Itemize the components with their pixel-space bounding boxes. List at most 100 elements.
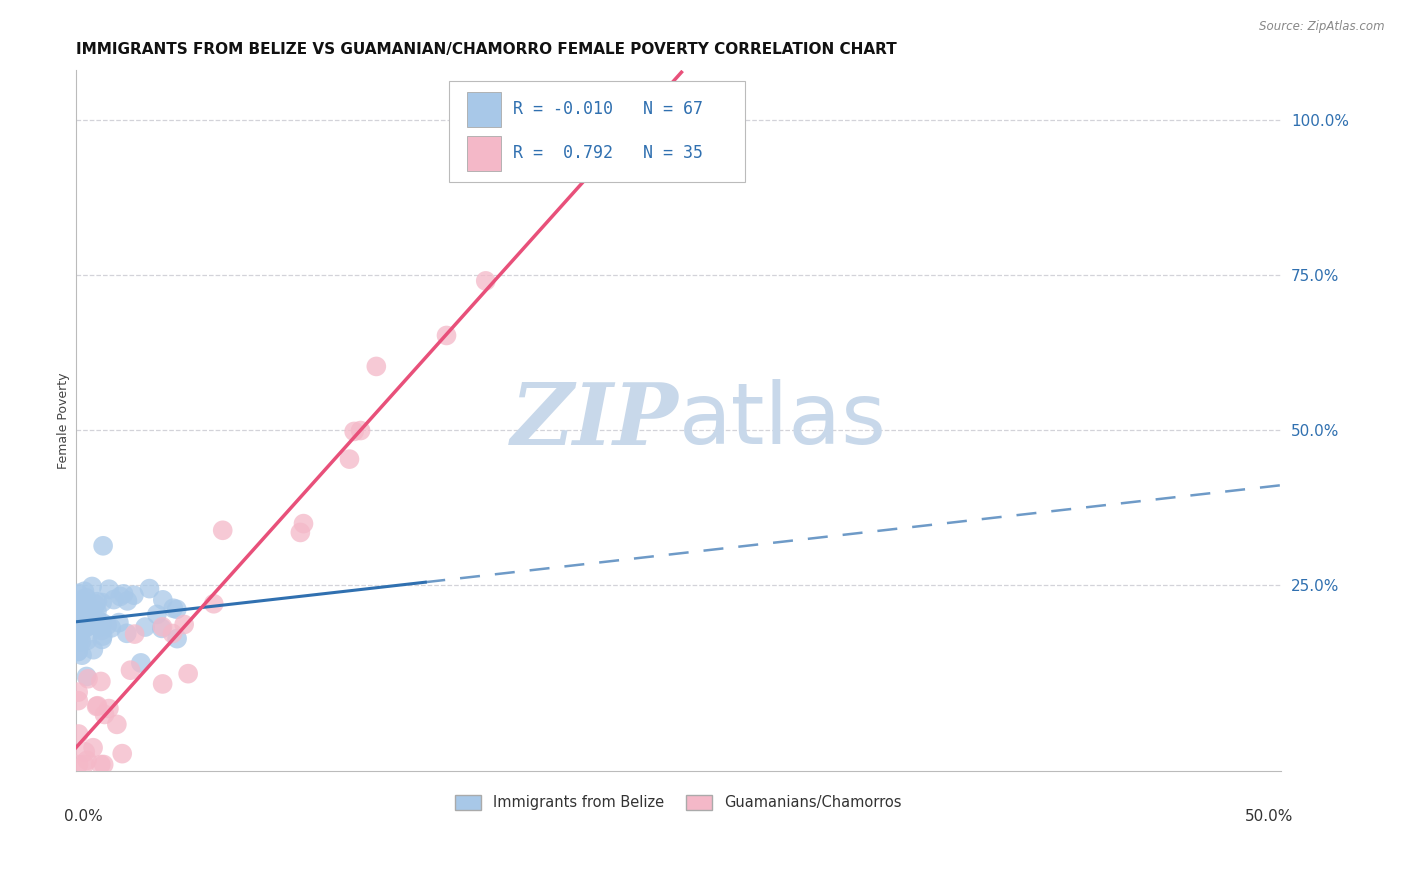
Point	[117, 594, 139, 608]
Point	[76, 633, 98, 648]
Point	[86, 595, 108, 609]
Point	[77, 672, 100, 686]
FancyBboxPatch shape	[450, 81, 745, 183]
Point	[111, 747, 134, 761]
Point	[166, 602, 188, 616]
Point	[97, 701, 120, 715]
Point	[150, 621, 173, 635]
Point	[69, 618, 91, 632]
Text: atlas: atlas	[679, 379, 886, 462]
Point	[98, 582, 121, 597]
Point	[77, 613, 100, 627]
Point	[91, 539, 114, 553]
Point	[93, 707, 115, 722]
Point	[202, 597, 225, 611]
Point	[91, 629, 114, 643]
Point	[86, 604, 108, 618]
Text: 0.0%: 0.0%	[63, 809, 103, 824]
Point	[86, 611, 108, 625]
Point	[82, 642, 104, 657]
Point	[100, 621, 122, 635]
Point	[75, 621, 97, 635]
Point	[134, 620, 156, 634]
Point	[73, 621, 96, 635]
Point	[115, 626, 138, 640]
Point	[79, 599, 101, 614]
Point	[82, 740, 104, 755]
Point	[67, 693, 90, 707]
Point	[120, 663, 142, 677]
Point	[79, 609, 101, 624]
Point	[91, 615, 114, 630]
Point	[124, 627, 146, 641]
Point	[75, 601, 97, 615]
FancyBboxPatch shape	[467, 92, 501, 127]
Point	[339, 452, 361, 467]
Point	[122, 588, 145, 602]
Point	[75, 607, 97, 621]
Legend: Immigrants from Belize, Guamanians/Chamorros: Immigrants from Belize, Guamanians/Chamo…	[450, 789, 907, 816]
Point	[70, 648, 93, 663]
Point	[129, 656, 152, 670]
Point	[96, 618, 118, 632]
Point	[67, 612, 90, 626]
Point	[67, 617, 90, 632]
Point	[166, 632, 188, 646]
Point	[67, 586, 90, 600]
Point	[86, 698, 108, 713]
Point	[152, 592, 174, 607]
Point	[290, 525, 312, 540]
Point	[91, 596, 114, 610]
Point	[70, 618, 93, 632]
Point	[67, 616, 90, 631]
Text: IMMIGRANTS FROM BELIZE VS GUAMANIAN/CHAMORRO FEMALE POVERTY CORRELATION CHART: IMMIGRANTS FROM BELIZE VS GUAMANIAN/CHAM…	[76, 42, 897, 57]
Point	[67, 727, 90, 741]
Point	[90, 674, 112, 689]
Point	[70, 592, 93, 607]
Point	[67, 644, 90, 658]
Point	[77, 612, 100, 626]
Point	[70, 634, 93, 648]
Text: ZIP: ZIP	[510, 379, 679, 462]
Point	[67, 685, 90, 699]
FancyBboxPatch shape	[467, 136, 501, 171]
Point	[152, 620, 174, 634]
Point	[108, 615, 131, 630]
Point	[87, 617, 110, 632]
Point	[76, 669, 98, 683]
Text: 50.0%: 50.0%	[1244, 809, 1294, 824]
Point	[110, 590, 132, 604]
Point	[86, 699, 108, 714]
Point	[93, 757, 115, 772]
Point	[70, 596, 93, 610]
Point	[84, 597, 107, 611]
Point	[67, 635, 90, 649]
Point	[177, 666, 200, 681]
Point	[73, 757, 96, 772]
Point	[90, 624, 112, 638]
Point	[82, 579, 104, 593]
Point	[67, 757, 90, 772]
Point	[69, 624, 91, 639]
Y-axis label: Female Poverty: Female Poverty	[58, 372, 70, 469]
Point	[474, 274, 496, 288]
Point	[349, 424, 371, 438]
Point	[72, 606, 94, 620]
Point	[73, 584, 96, 599]
Point	[103, 592, 125, 607]
Point	[162, 626, 184, 640]
Point	[75, 591, 97, 605]
Point	[343, 425, 366, 439]
Point	[138, 582, 160, 596]
Text: Source: ZipAtlas.com: Source: ZipAtlas.com	[1260, 20, 1385, 33]
Point	[152, 677, 174, 691]
Text: R =  0.792   N = 35: R = 0.792 N = 35	[513, 145, 703, 162]
Point	[69, 632, 91, 646]
Point	[76, 753, 98, 767]
Point	[162, 601, 184, 615]
Point	[366, 359, 388, 374]
Text: R = -0.010   N = 67: R = -0.010 N = 67	[513, 100, 703, 118]
Point	[91, 632, 114, 647]
Point	[173, 617, 195, 632]
Point	[90, 757, 112, 772]
